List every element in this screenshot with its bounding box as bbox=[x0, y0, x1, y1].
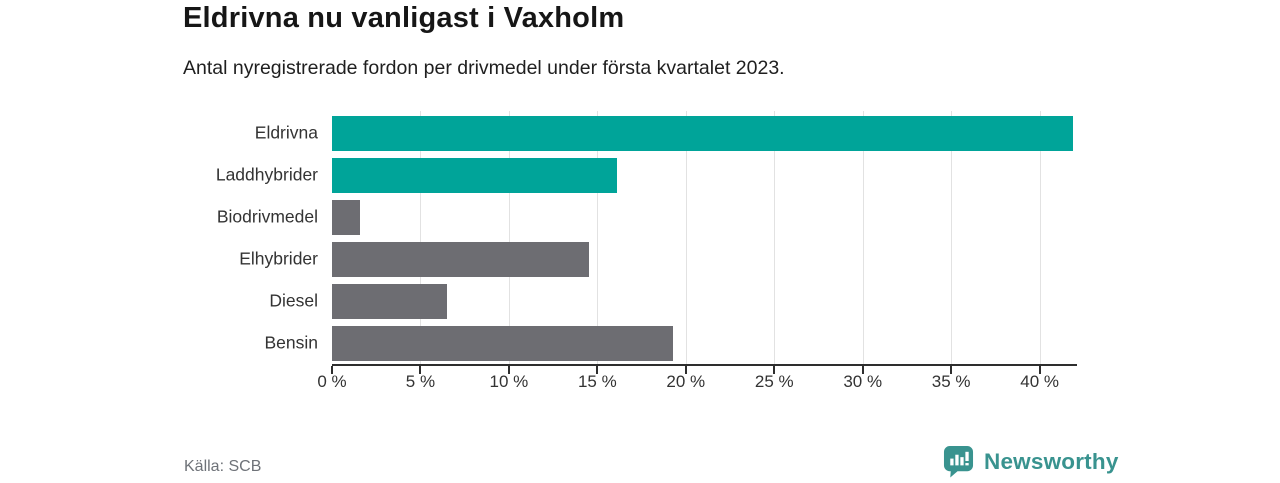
x-tick-10 bbox=[507, 366, 510, 374]
category-label-biodrivmedel: Biodrivmedel bbox=[216, 206, 318, 227]
x-tick-label-15: 15 % bbox=[577, 372, 617, 391]
x-tick-label-40: 40 % bbox=[1020, 372, 1059, 391]
x-tick-15 bbox=[596, 366, 599, 374]
gridline-30 bbox=[862, 111, 864, 365]
x-tick-label-0: 0 % bbox=[317, 372, 347, 391]
category-label-eldrivna: Eldrivna bbox=[254, 122, 318, 143]
category-label-laddhybrider: Laddhybrider bbox=[215, 164, 318, 185]
gridline-25 bbox=[774, 111, 776, 365]
bar-diesel bbox=[332, 283, 447, 319]
bar-biodrivmedel bbox=[332, 199, 361, 235]
brand-wordmark: Newsworthy bbox=[984, 448, 1119, 474]
x-axis-line bbox=[332, 364, 1077, 366]
x-tick-label-10: 10 % bbox=[489, 372, 529, 391]
x-tick-35 bbox=[950, 366, 953, 374]
x-tick-25 bbox=[773, 366, 776, 374]
gridline-40 bbox=[1039, 111, 1041, 365]
x-tick-label-5: 5 % bbox=[405, 372, 436, 391]
gridline-20 bbox=[685, 111, 687, 365]
chart-subtitle: Antal nyregistrerade fordon per drivmede… bbox=[183, 57, 785, 79]
x-tick-40 bbox=[1038, 366, 1041, 374]
category-label-bensin: Bensin bbox=[264, 332, 318, 353]
x-tick-label-20: 20 % bbox=[666, 372, 706, 391]
x-tick-20 bbox=[684, 366, 687, 374]
brand-logo: Newsworthy bbox=[943, 445, 1119, 478]
x-tick-0 bbox=[331, 366, 333, 374]
x-tick-label-30: 30 % bbox=[843, 372, 883, 391]
gridline-5 bbox=[420, 111, 422, 365]
x-tick-30 bbox=[861, 366, 864, 374]
category-label-elhybrider: Elhybrider bbox=[239, 248, 318, 269]
chart-title: Eldrivna nu vanligast i Vaxholm bbox=[183, 2, 625, 34]
gridline-10 bbox=[508, 111, 510, 365]
plot-area bbox=[332, 111, 1075, 365]
x-tick-5 bbox=[419, 366, 422, 374]
source-note: Källa: SCB bbox=[184, 458, 262, 475]
bar-bensin bbox=[332, 325, 674, 361]
x-tick-label-25: 25 % bbox=[754, 372, 794, 391]
gridline-35 bbox=[951, 111, 953, 365]
x-tick-label-35: 35 % bbox=[931, 372, 971, 391]
newsworthy-logo-icon bbox=[943, 445, 974, 478]
bar-laddhybrider bbox=[332, 157, 617, 193]
bar-eldrivna bbox=[332, 115, 1074, 151]
category-label-diesel: Diesel bbox=[269, 290, 318, 311]
gridline-15 bbox=[597, 111, 599, 365]
bar-elhybrider bbox=[332, 241, 589, 277]
